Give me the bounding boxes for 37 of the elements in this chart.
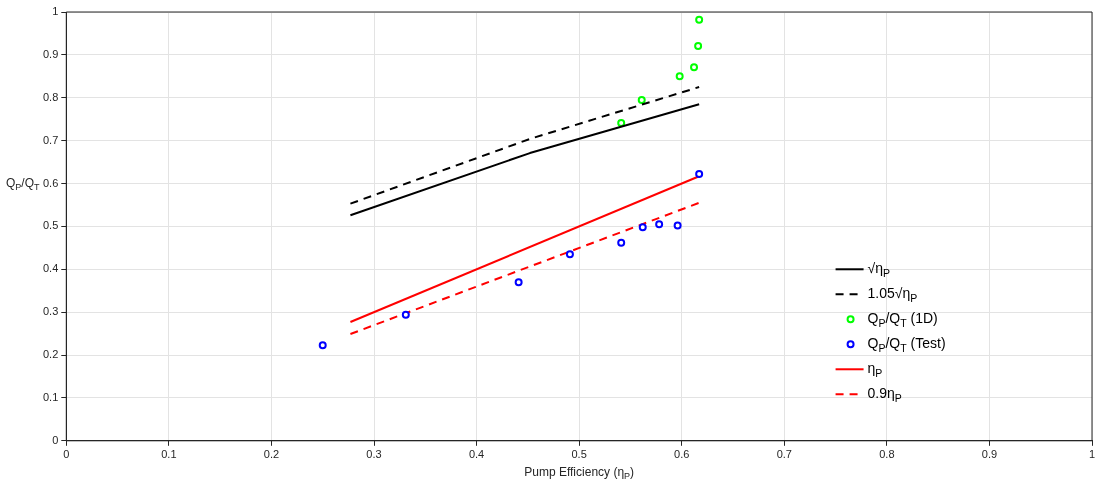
point [401,310,410,319]
point [318,341,327,350]
x-tick-label: 0.4 [468,448,485,461]
point [675,72,684,81]
y-tick-label: 0 [52,433,59,446]
x-tick-label: 0.7 [776,448,792,461]
x-tick-label: 1 [1088,448,1096,461]
y-tick-label: 1 [52,5,59,18]
y-tick-label: 0.5 [42,219,59,232]
y-tick-label: 0.8 [42,90,59,103]
y-tick-label: 0.7 [42,133,59,146]
point [514,278,523,287]
y-tick-label: 0.2 [42,348,59,361]
point [673,221,682,230]
y-tick-label: 0.1 [42,390,59,403]
point [695,170,704,179]
point [690,63,699,72]
point [695,15,704,24]
point [655,220,664,229]
x-tick-label: 0.1 [161,448,177,461]
point [638,223,647,232]
x-tick-label: 0.3 [366,448,382,461]
x-tick-label: 0.2 [263,448,280,461]
point [565,250,574,259]
point [637,95,646,104]
point [617,238,626,247]
x-tick-label: 0 [63,448,70,461]
y-tick-label: 0.9 [42,47,59,60]
point [617,119,626,128]
x-tick-label: 0.5 [571,448,587,461]
y-tick-label: 0.4 [42,262,59,275]
y-tick-label: 0.6 [42,176,59,189]
point [694,41,703,50]
x-tick-label: 0.9 [981,448,998,461]
x-tick-label: 0.6 [674,448,690,461]
y-tick-label: 0.3 [42,305,59,318]
x-tick-label: 0.8 [879,448,895,461]
